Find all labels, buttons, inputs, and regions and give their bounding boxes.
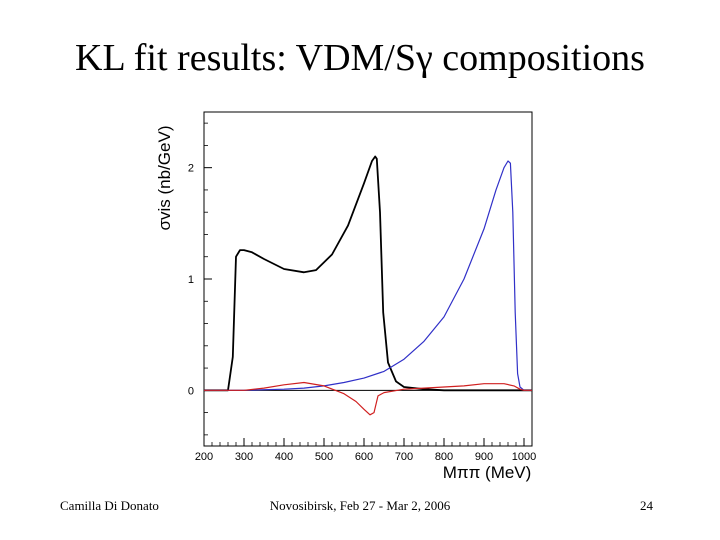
plot-frame — [203, 111, 533, 447]
x-tick-label: 400 — [275, 451, 293, 463]
axis-ticks: 200 300 400 500 600 700 800 900 1000 0 1 2 — [188, 122, 536, 463]
x-tick-label: 200 — [195, 451, 213, 463]
series-line-3 — [204, 381, 532, 416]
footer-event: Novosibirsk, Feb 27 - Mar 2, 2006 — [269, 498, 451, 513]
y-axis-label: σvis (nb/GeV) — [155, 126, 174, 231]
x-tick-label: 700 — [395, 451, 413, 463]
x-axis-label: Mππ (MeV) — [443, 463, 532, 482]
series-line-1 — [204, 155, 532, 392]
series-layer — [204, 155, 532, 416]
footer-author: Camilla Di Donato — [60, 498, 159, 513]
x-tick-label: 900 — [475, 451, 493, 463]
y-tick-label: 0 — [188, 385, 194, 397]
page-number: 24 — [640, 498, 653, 513]
series-line-2 — [204, 160, 532, 391]
y-tick-label: 1 — [188, 274, 194, 286]
y-tick-label: 2 — [188, 163, 194, 175]
x-tick-label: 300 — [235, 451, 253, 463]
slide-title: KL fit results: VDM/Sγ compositions — [75, 37, 645, 79]
x-tick-label: 600 — [355, 451, 373, 463]
x-tick-label: 800 — [435, 451, 453, 463]
x-tick-label: 500 — [315, 451, 333, 463]
x-tick-label: 1000 — [512, 451, 536, 463]
